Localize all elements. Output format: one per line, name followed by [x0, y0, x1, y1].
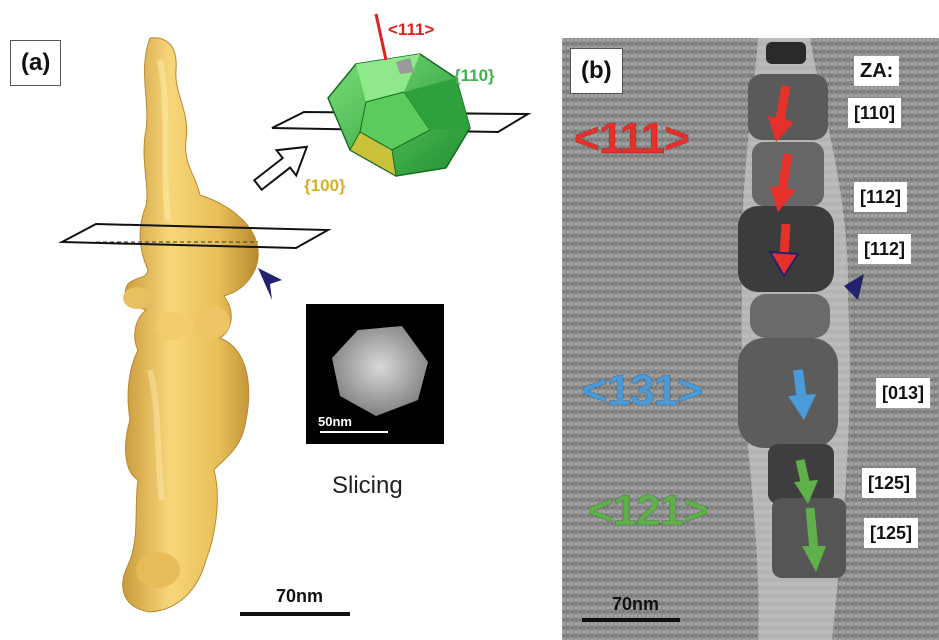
scale-bar-label-a: 70nm — [276, 586, 324, 606]
direction-111-label: <111> — [388, 20, 435, 39]
nanowire-body — [122, 37, 259, 613]
facet-110-label: {110} — [454, 66, 495, 85]
direction-label-111: <111> — [574, 114, 691, 164]
nanowire-bump — [194, 306, 230, 338]
crystal-polyhedron — [271, 13, 532, 177]
scale-bar-a — [240, 612, 350, 616]
arrow-121 — [794, 458, 826, 572]
panel-b-tag: (b) — [570, 48, 623, 94]
arrow-111 — [768, 85, 800, 278]
particle-segment — [738, 338, 838, 448]
zone-axis-label: [112] — [858, 234, 912, 264]
slice-plane — [58, 222, 332, 250]
nanowire-bump — [123, 287, 151, 309]
panel-a: (a) <111> {110} {100} 50nm Slicing 70nm — [10, 13, 532, 616]
facet-100-label: {100} — [304, 176, 346, 195]
inset-scale-label: 50nm — [318, 414, 352, 429]
nanowire-bump — [136, 552, 180, 588]
zone-axis-header: ZA: — [854, 56, 900, 86]
nanowire-bump — [156, 312, 188, 340]
panel-a-tag: (a) — [10, 40, 62, 86]
panel-b: (b) ZA: [110] [112] [112] [013] [125] [1… — [562, 38, 939, 640]
marker-arrowhead — [258, 268, 282, 300]
particle-segment — [766, 42, 806, 64]
zone-axis-label: [125] — [864, 518, 919, 548]
direction-111-axis — [374, 13, 388, 61]
slicing-label: Slicing — [332, 472, 403, 499]
direction-label-131: <131> — [582, 366, 704, 416]
nanowire-reconstruction — [58, 13, 532, 613]
zone-axis-label: [110] — [848, 98, 902, 128]
zone-axis-label: [013] — [876, 378, 931, 408]
marker-arrowhead — [844, 274, 864, 300]
arrow-131 — [788, 369, 816, 420]
slice-inset-image: 50nm — [306, 304, 444, 444]
particle-segment — [750, 294, 830, 338]
zone-axis-label: [112] — [854, 182, 908, 212]
particle-segment — [748, 74, 828, 140]
direction-label-121: <121> — [588, 486, 710, 536]
slice-hexagon — [332, 326, 428, 416]
zone-axis-label: [125] — [862, 468, 917, 498]
zoom-arrow — [252, 145, 309, 192]
scale-bar-label-b: 70nm — [612, 594, 660, 614]
